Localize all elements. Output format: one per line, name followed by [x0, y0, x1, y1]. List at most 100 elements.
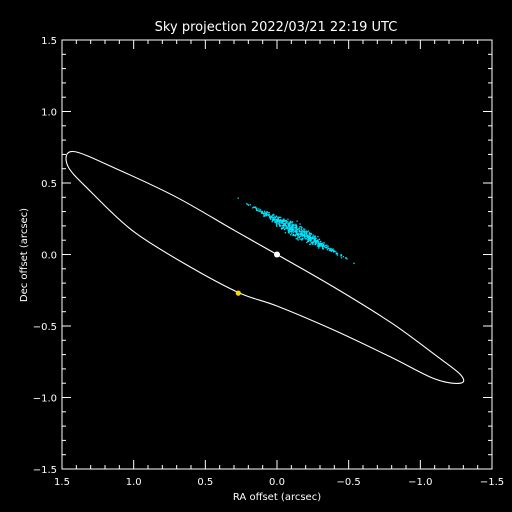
posterior-point: [247, 203, 249, 206]
posterior-point: [326, 244, 328, 246]
posterior-point: [287, 229, 289, 232]
posterior-point: [304, 238, 306, 240]
posterior-point: [283, 228, 286, 231]
posterior-point: [340, 257, 343, 259]
posterior-point: [303, 234, 306, 236]
posterior-point: [261, 212, 263, 214]
posterior-point: [306, 233, 308, 236]
posterior-point: [272, 218, 275, 220]
posterior-point: [258, 210, 260, 212]
posterior-point: [282, 219, 284, 221]
posterior-point: [311, 241, 313, 243]
posterior-point: [291, 225, 293, 227]
posterior-point: [297, 232, 299, 235]
posterior-point: [308, 234, 310, 236]
posterior-point: [304, 228, 306, 230]
posterior-point: [304, 231, 306, 233]
posterior-point: [289, 223, 291, 226]
posterior-point: [300, 235, 302, 237]
posterior-point: [300, 228, 303, 230]
posterior-point: [282, 219, 284, 222]
posterior-point: [312, 235, 314, 238]
posterior-point: [301, 237, 304, 239]
posterior-point: [332, 251, 335, 253]
posterior-point: [274, 221, 276, 224]
posterior-point: [300, 229, 302, 231]
posterior-point: [293, 223, 295, 226]
x-axis-label: RA offset (arcsec): [233, 492, 321, 503]
posterior-point: [318, 247, 320, 249]
posterior-point: [314, 238, 317, 240]
posterior-point: [275, 216, 277, 219]
posterior-point: [284, 220, 286, 222]
posterior-point: [292, 232, 294, 234]
posterior-point: [308, 232, 311, 234]
posterior-point: [296, 238, 298, 240]
posterior-point: [272, 217, 274, 219]
posterior-point: [320, 243, 323, 245]
posterior-point: [340, 254, 342, 256]
y-axis-label: Dec offset (arcsec): [19, 208, 30, 302]
posterior-point: [294, 226, 296, 228]
posterior-point: [282, 223, 285, 225]
posterior-point: [264, 214, 267, 216]
posterior-point: [309, 237, 311, 240]
posterior-point: [308, 235, 311, 238]
posterior-point: [320, 240, 322, 243]
posterior-point: [249, 204, 251, 206]
y-tick-label: −1.5: [33, 465, 57, 476]
posterior-point: [287, 225, 289, 228]
posterior-point: [316, 240, 318, 242]
posterior-point: [237, 197, 239, 199]
x-tick-label: 1.5: [54, 477, 70, 488]
posterior-point: [289, 222, 291, 225]
posterior-point: [309, 240, 312, 242]
posterior-point: [266, 210, 268, 213]
posterior-point: [340, 255, 342, 257]
posterior-point: [320, 244, 322, 246]
posterior-point: [315, 237, 317, 239]
posterior-point: [293, 230, 296, 233]
posterior-point: [321, 245, 323, 247]
posterior-point: [299, 233, 301, 235]
posterior-point: [280, 221, 282, 223]
posterior-point: [274, 220, 276, 222]
posterior-point: [307, 239, 310, 241]
posterior-point: [326, 246, 328, 248]
posterior-point: [296, 231, 298, 234]
posterior-point: [333, 250, 336, 253]
posterior-point: [345, 257, 347, 259]
posterior-point: [313, 238, 315, 240]
posterior-point: [306, 238, 308, 240]
posterior-point: [323, 243, 325, 245]
posterior-point: [278, 221, 280, 223]
posterior-point: [264, 212, 267, 214]
posterior-point: [288, 224, 291, 227]
posterior-point: [307, 240, 309, 243]
posterior-point: [279, 225, 281, 227]
posterior-point: [278, 216, 281, 219]
posterior-point: [305, 232, 308, 234]
x-tick-label: 0.5: [197, 477, 213, 488]
posterior-point: [265, 213, 268, 215]
posterior-point: [269, 217, 272, 220]
posterior-point: [324, 246, 326, 248]
posterior-point: [303, 235, 306, 237]
posterior-point: [283, 218, 285, 220]
host-star-marker: [274, 251, 280, 258]
posterior-point: [278, 219, 280, 222]
posterior-point: [287, 228, 289, 230]
posterior-point: [295, 225, 297, 227]
posterior-point: [282, 220, 284, 223]
x-tick-label: −1.0: [408, 477, 432, 488]
posterior-point: [303, 233, 305, 235]
posterior-point: [289, 234, 292, 236]
posterior-point: [300, 239, 303, 241]
posterior-point: [259, 209, 262, 211]
posterior-point: [279, 222, 281, 224]
posterior-point: [309, 243, 311, 245]
posterior-point: [274, 221, 277, 223]
posterior-point: [275, 220, 278, 222]
posterior-point: [295, 230, 297, 232]
